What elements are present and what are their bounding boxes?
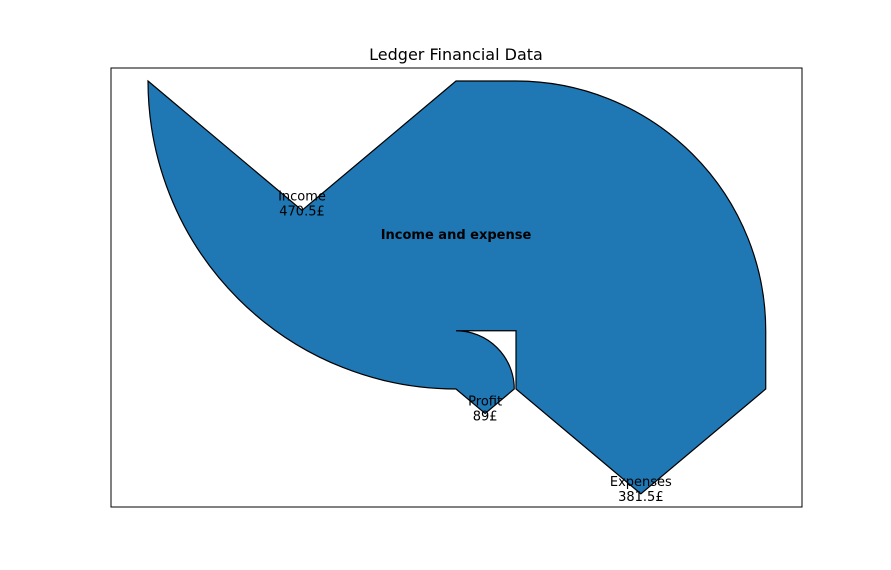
center-label: Income and expense — [381, 228, 532, 243]
flow-value: 381.5£ — [618, 490, 664, 505]
axes-frame — [110, 67, 803, 508]
flow-value: 89£ — [473, 409, 498, 424]
flow-name: Profit — [468, 394, 502, 409]
flow-label: Expenses 381.5£ — [610, 475, 672, 505]
chart-title: Ledger Financial Data — [369, 45, 543, 64]
flow-label: Profit 89£ — [468, 394, 502, 424]
flow-name: Expenses — [610, 475, 672, 490]
flow-value: 470.5£ — [279, 204, 325, 219]
flow-name: Income — [278, 189, 326, 204]
flow-label: Income 470.5£ — [278, 189, 326, 219]
sankey-flow — [147, 79, 767, 495]
